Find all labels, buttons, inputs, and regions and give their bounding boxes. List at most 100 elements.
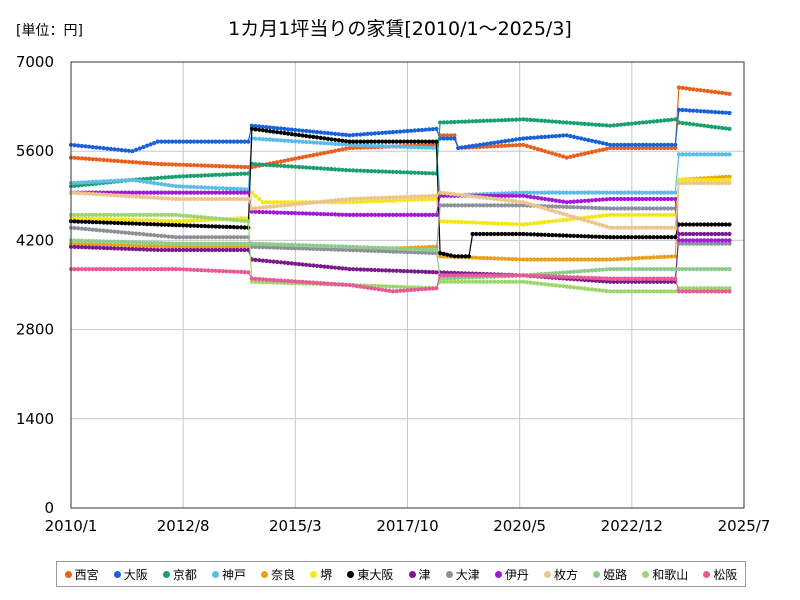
data-point bbox=[557, 233, 562, 238]
data-point bbox=[658, 279, 663, 284]
data-point bbox=[503, 273, 508, 278]
data-point bbox=[691, 267, 696, 272]
data-point bbox=[275, 245, 280, 250]
data-point bbox=[387, 130, 392, 135]
data-point bbox=[481, 231, 486, 237]
data-point bbox=[148, 267, 153, 272]
data-point bbox=[260, 241, 265, 246]
data-point bbox=[438, 120, 443, 125]
data-point bbox=[304, 139, 309, 145]
data-point bbox=[289, 279, 294, 284]
data-point bbox=[409, 287, 414, 293]
data-point bbox=[318, 264, 323, 269]
data-point bbox=[181, 190, 186, 195]
data-point bbox=[105, 246, 110, 251]
data-point bbox=[564, 257, 569, 262]
data-point bbox=[220, 139, 226, 144]
data-point bbox=[358, 143, 363, 148]
data-point bbox=[423, 145, 428, 150]
data-point bbox=[159, 196, 164, 201]
data-point bbox=[694, 286, 700, 291]
data-point bbox=[647, 276, 653, 281]
legend-marker bbox=[310, 570, 318, 578]
data-point bbox=[217, 164, 222, 169]
data-point bbox=[438, 193, 443, 198]
data-point bbox=[260, 210, 265, 215]
data-point bbox=[611, 206, 616, 211]
data-point bbox=[644, 120, 649, 125]
data-point bbox=[430, 250, 435, 256]
data-point bbox=[300, 165, 305, 170]
data-point bbox=[293, 127, 298, 133]
data-point bbox=[542, 118, 548, 123]
data-point bbox=[105, 192, 110, 197]
data-point bbox=[347, 142, 352, 147]
data-point bbox=[362, 139, 367, 144]
data-point bbox=[637, 142, 642, 147]
data-point bbox=[130, 149, 135, 154]
data-point bbox=[260, 137, 265, 142]
data-point bbox=[694, 267, 700, 272]
data-point bbox=[177, 184, 182, 189]
legend-item: 神戸 bbox=[211, 566, 246, 583]
data-point bbox=[130, 221, 135, 226]
data-point bbox=[123, 230, 128, 235]
data-point bbox=[600, 267, 606, 272]
data-point bbox=[83, 238, 88, 243]
data-point bbox=[409, 212, 414, 217]
data-point bbox=[720, 267, 725, 272]
data-point bbox=[506, 143, 511, 148]
data-point bbox=[517, 222, 522, 227]
data-point bbox=[206, 173, 211, 178]
data-point bbox=[228, 139, 233, 144]
data-point bbox=[137, 218, 142, 223]
data-point bbox=[112, 239, 117, 244]
data-point bbox=[249, 244, 254, 249]
data-point bbox=[434, 196, 439, 202]
data-point bbox=[640, 235, 645, 240]
data-point bbox=[246, 139, 251, 144]
data-point bbox=[191, 196, 197, 202]
data-point bbox=[723, 174, 729, 179]
data-point bbox=[521, 222, 526, 227]
data-point bbox=[380, 212, 385, 217]
data-point bbox=[206, 163, 211, 168]
data-point bbox=[347, 244, 352, 249]
data-point bbox=[604, 146, 609, 151]
data-point bbox=[691, 286, 696, 291]
data-point bbox=[535, 204, 540, 209]
data-point bbox=[409, 145, 414, 150]
data-point bbox=[177, 162, 182, 167]
data-point bbox=[97, 192, 102, 197]
data-point bbox=[644, 206, 649, 211]
data-point bbox=[459, 203, 464, 208]
data-point bbox=[115, 229, 121, 234]
data-point bbox=[184, 184, 189, 189]
data-point bbox=[503, 143, 508, 148]
data-point bbox=[546, 232, 551, 238]
data-point bbox=[669, 212, 674, 217]
data-point bbox=[376, 245, 381, 250]
data-point bbox=[170, 183, 175, 188]
data-point bbox=[553, 204, 558, 209]
data-point bbox=[495, 221, 501, 226]
data-point bbox=[546, 274, 551, 279]
data-point bbox=[687, 152, 692, 157]
data-point bbox=[600, 213, 606, 218]
data-point bbox=[409, 170, 414, 175]
data-point bbox=[557, 199, 562, 204]
data-point bbox=[713, 286, 718, 291]
data-point bbox=[184, 196, 189, 202]
data-point bbox=[600, 206, 606, 211]
data-point bbox=[351, 199, 356, 205]
data-point bbox=[155, 212, 160, 217]
data-point bbox=[231, 225, 236, 230]
data-point bbox=[144, 232, 150, 237]
data-point bbox=[134, 267, 139, 272]
data-point bbox=[463, 273, 468, 278]
data-point bbox=[513, 279, 519, 284]
data-point bbox=[720, 286, 725, 291]
data-point bbox=[220, 196, 226, 202]
data-point bbox=[260, 162, 265, 167]
data-point bbox=[87, 144, 92, 149]
